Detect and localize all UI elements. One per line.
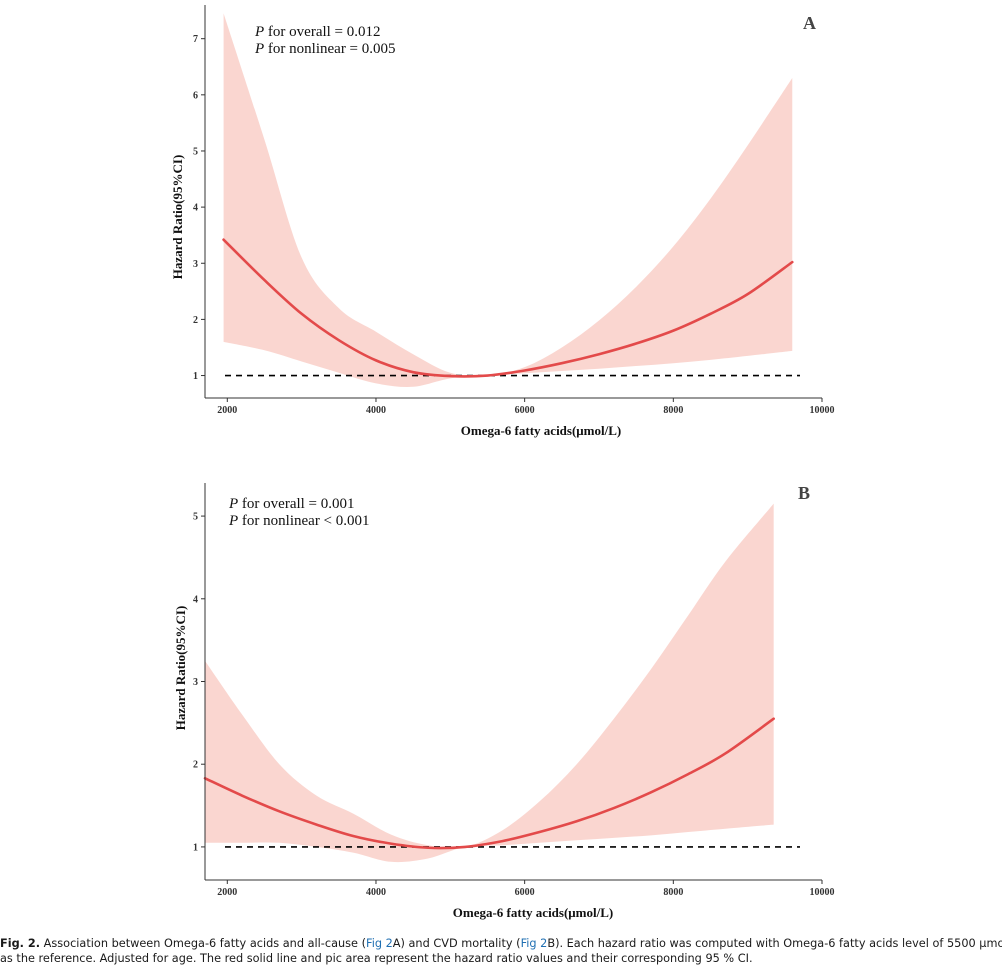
x-axis-title-a: Omega-6 fatty acids(μmol/L)	[461, 423, 621, 438]
y-axis-title-b: Hazard Ratio(95%CI)	[173, 606, 188, 731]
panel-b: 1 2 3 4 5 2000 4000 6000 8000 10000 P for overall…	[173, 483, 835, 920]
y-axis-title-a: Hazard Ratio(95%CI)	[170, 155, 185, 280]
x-tick-label: 10000	[810, 405, 835, 416]
annotation-nonlinear-b: P for nonlinear < 0.001	[228, 513, 370, 529]
ci-band	[223, 13, 793, 387]
y-tick-label: 3	[193, 259, 198, 270]
x-tick-label: 2000	[217, 887, 237, 898]
panel-a: 1 2 3 4 5 6 7 2000 4000 6000 8000 10000 P for overa…	[170, 5, 835, 438]
caption-text-2: A) and CVD mortality (	[392, 937, 521, 950]
figure: 1 2 3 4 5 6 7 2000 4000 6000 8000 10000 P for overa…	[170, 5, 835, 920]
x-tick-label: 10000	[810, 887, 835, 898]
x-tick-label: 8000	[663, 405, 683, 416]
annotation-nonlinear-a: P for nonlinear = 0.005	[254, 41, 396, 57]
y-tick-label: 1	[193, 842, 198, 853]
annotation-overall-a: P for overall = 0.012	[254, 24, 381, 40]
y-tick-label: 4	[193, 203, 198, 214]
caption-text-1: Association between Omega-6 fatty acids …	[40, 937, 367, 950]
caption-line-2: as the reference. Adjusted for age. The …	[0, 952, 753, 965]
y-tick-label: 6	[193, 90, 198, 101]
caption-link-fig-2b[interactable]: Fig 2	[520, 937, 548, 950]
x-tick-label: 4000	[366, 405, 386, 416]
caption-label: Fig. 2.	[0, 937, 41, 950]
y-tick-label: 5	[193, 146, 198, 157]
figure-caption: Fig. 2. Association between Omega-6 fatt…	[0, 936, 1002, 966]
hazard-ratio-line	[222, 238, 794, 378]
y-tick-label: 4	[193, 594, 198, 605]
x-tick-label: 6000	[515, 887, 535, 898]
panel-label-a: A	[803, 13, 816, 33]
annotation-overall-b: P for overall = 0.001	[228, 496, 355, 512]
y-tick-label: 2	[193, 315, 198, 326]
caption-link-fig-2a[interactable]: Fig 2	[366, 937, 393, 950]
hazard-ratio-line	[203, 717, 775, 850]
caption-text-3: B). Each hazard ratio was computed with …	[547, 937, 1002, 950]
x-tick-label: 6000	[515, 405, 535, 416]
panel-label-b: B	[798, 483, 810, 503]
x-tick-label: 8000	[663, 887, 683, 898]
y-tick-label: 5	[193, 512, 198, 523]
y-tick-label: 3	[193, 677, 198, 688]
x-axis-title-b: Omega-6 fatty acids(μmol/L)	[453, 905, 613, 920]
y-tick-label: 7	[193, 34, 198, 45]
caption-line-1: Fig. 2. Association between Omega-6 fatt…	[0, 936, 1002, 951]
y-tick-label: 1	[193, 371, 198, 382]
ci-band	[205, 503, 774, 863]
x-tick-label: 4000	[366, 887, 386, 898]
x-tick-label: 2000	[217, 405, 237, 416]
y-tick-label: 2	[193, 760, 198, 771]
